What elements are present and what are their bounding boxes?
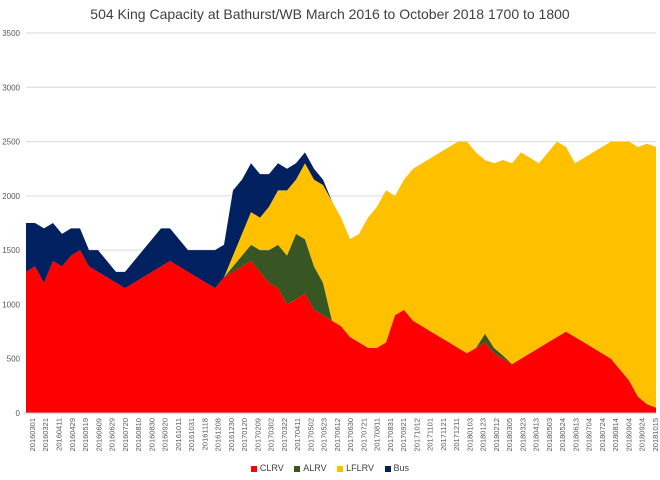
series-area-clrv (26, 250, 656, 413)
y-tick-label: 1000 (2, 300, 20, 309)
legend-swatch-bus (384, 465, 391, 472)
x-tick-label: 20160810 (134, 418, 143, 451)
y-tick-labels: 0 500 1000 1500 2000 2500 3000 3500 (2, 29, 20, 418)
x-tick-label: 20180724 (598, 418, 607, 451)
series-area-bus (26, 141, 656, 289)
x-tick-label: 20180503 (545, 418, 554, 451)
legend-swatch-clrv (250, 465, 257, 472)
x-tick-label: 20160411 (54, 418, 63, 451)
x-tick-label: 20170120 (240, 418, 249, 451)
x-tick-label: 20171012 (412, 418, 421, 451)
x-tick-label: 20160321 (41, 418, 50, 451)
x-tick-label: 20160429 (68, 418, 77, 451)
series-area-lflrv (26, 141, 656, 408)
x-tick-label: 20180924 (638, 418, 647, 451)
x-tick-label: 20161208 (214, 418, 223, 451)
legend: CLRV ALRV LFLRV Bus (0, 463, 660, 473)
legend-item-lflrv: LFLRV (337, 463, 374, 473)
x-tick-label: 20180904 (624, 418, 633, 451)
x-tick-label: 20160830 (147, 418, 156, 451)
legend-item-clrv: CLRV (250, 463, 284, 473)
x-tick-label: 20170630 (346, 418, 355, 451)
x-tick-label: 20170831 (386, 418, 395, 451)
x-tick-label: 20160519 (81, 418, 90, 451)
series-areas (26, 141, 656, 413)
y-tick-label: 2500 (2, 138, 20, 147)
x-tick-label: 20170811 (373, 418, 382, 451)
x-tick-label: 20160301 (28, 418, 37, 451)
legend-label-bus: Bus (393, 463, 410, 473)
legend-swatch-alrv (294, 465, 301, 472)
legend-swatch-lflrv (337, 465, 344, 472)
x-tick-label: 20170209 (253, 418, 262, 451)
y-tick-label: 3000 (2, 83, 20, 92)
x-tick-label: 20180613 (571, 418, 580, 451)
x-tick-label: 20180704 (585, 418, 594, 451)
x-tick-label: 20161031 (187, 418, 196, 451)
x-tick-label: 20181015 (651, 418, 660, 451)
x-tick-label: 20171121 (439, 418, 448, 451)
x-tick-label: 20170322 (280, 418, 289, 451)
y-tick-label: 0 (16, 409, 21, 418)
x-tick-label: 20170721 (359, 418, 368, 451)
x-tick-label: 20170921 (399, 418, 408, 451)
x-tick-label: 20160629 (108, 418, 117, 451)
x-tick-label: 20170523 (320, 418, 329, 451)
y-tick-label: 3500 (2, 29, 20, 38)
x-tick-label: 20180212 (492, 418, 501, 451)
x-tick-label: 20180413 (532, 418, 541, 451)
x-tick-label: 20180814 (611, 418, 620, 451)
x-tick-label: 20170612 (333, 418, 342, 451)
x-tick-label: 20161230 (227, 418, 236, 451)
x-tick-label: 20180305 (505, 418, 514, 451)
legend-item-bus: Bus (384, 463, 410, 473)
x-tick-label: 20180123 (479, 418, 488, 451)
legend-item-alrv: ALRV (294, 463, 327, 473)
x-tick-label: 20170411 (293, 418, 302, 451)
y-tick-label: 2000 (2, 192, 20, 201)
y-tick-label: 1500 (2, 246, 20, 255)
x-tick-label: 20180323 (518, 418, 527, 451)
x-tick-label: 20161118 (200, 418, 209, 450)
chart-title: 504 King Capacity at Bathurst/WB March 2… (90, 6, 570, 22)
legend-label-lflrv: LFLRV (346, 463, 375, 473)
x-tick-label: 20161011 (174, 418, 183, 451)
x-tick-label: 20170502 (306, 418, 315, 451)
x-tick-label: 20160609 (94, 418, 103, 451)
x-tick-labels: 20160301 20160321 20160411 20160429 20160519… (28, 418, 660, 451)
x-tick-label: 20180103 (465, 418, 474, 451)
x-tick-label: 20170302 (267, 418, 276, 451)
legend-label-alrv: ALRV (303, 463, 327, 473)
legend-label-clrv: CLRV (259, 463, 284, 473)
y-tick-label: 500 (7, 355, 21, 364)
x-tick-label: 20160920 (161, 418, 170, 451)
x-tick-label: 20171101 (426, 418, 435, 451)
x-tick-label: 20180524 (558, 418, 567, 451)
x-tick-label: 20171211 (452, 418, 461, 451)
x-tick-label: 20160720 (121, 418, 130, 451)
